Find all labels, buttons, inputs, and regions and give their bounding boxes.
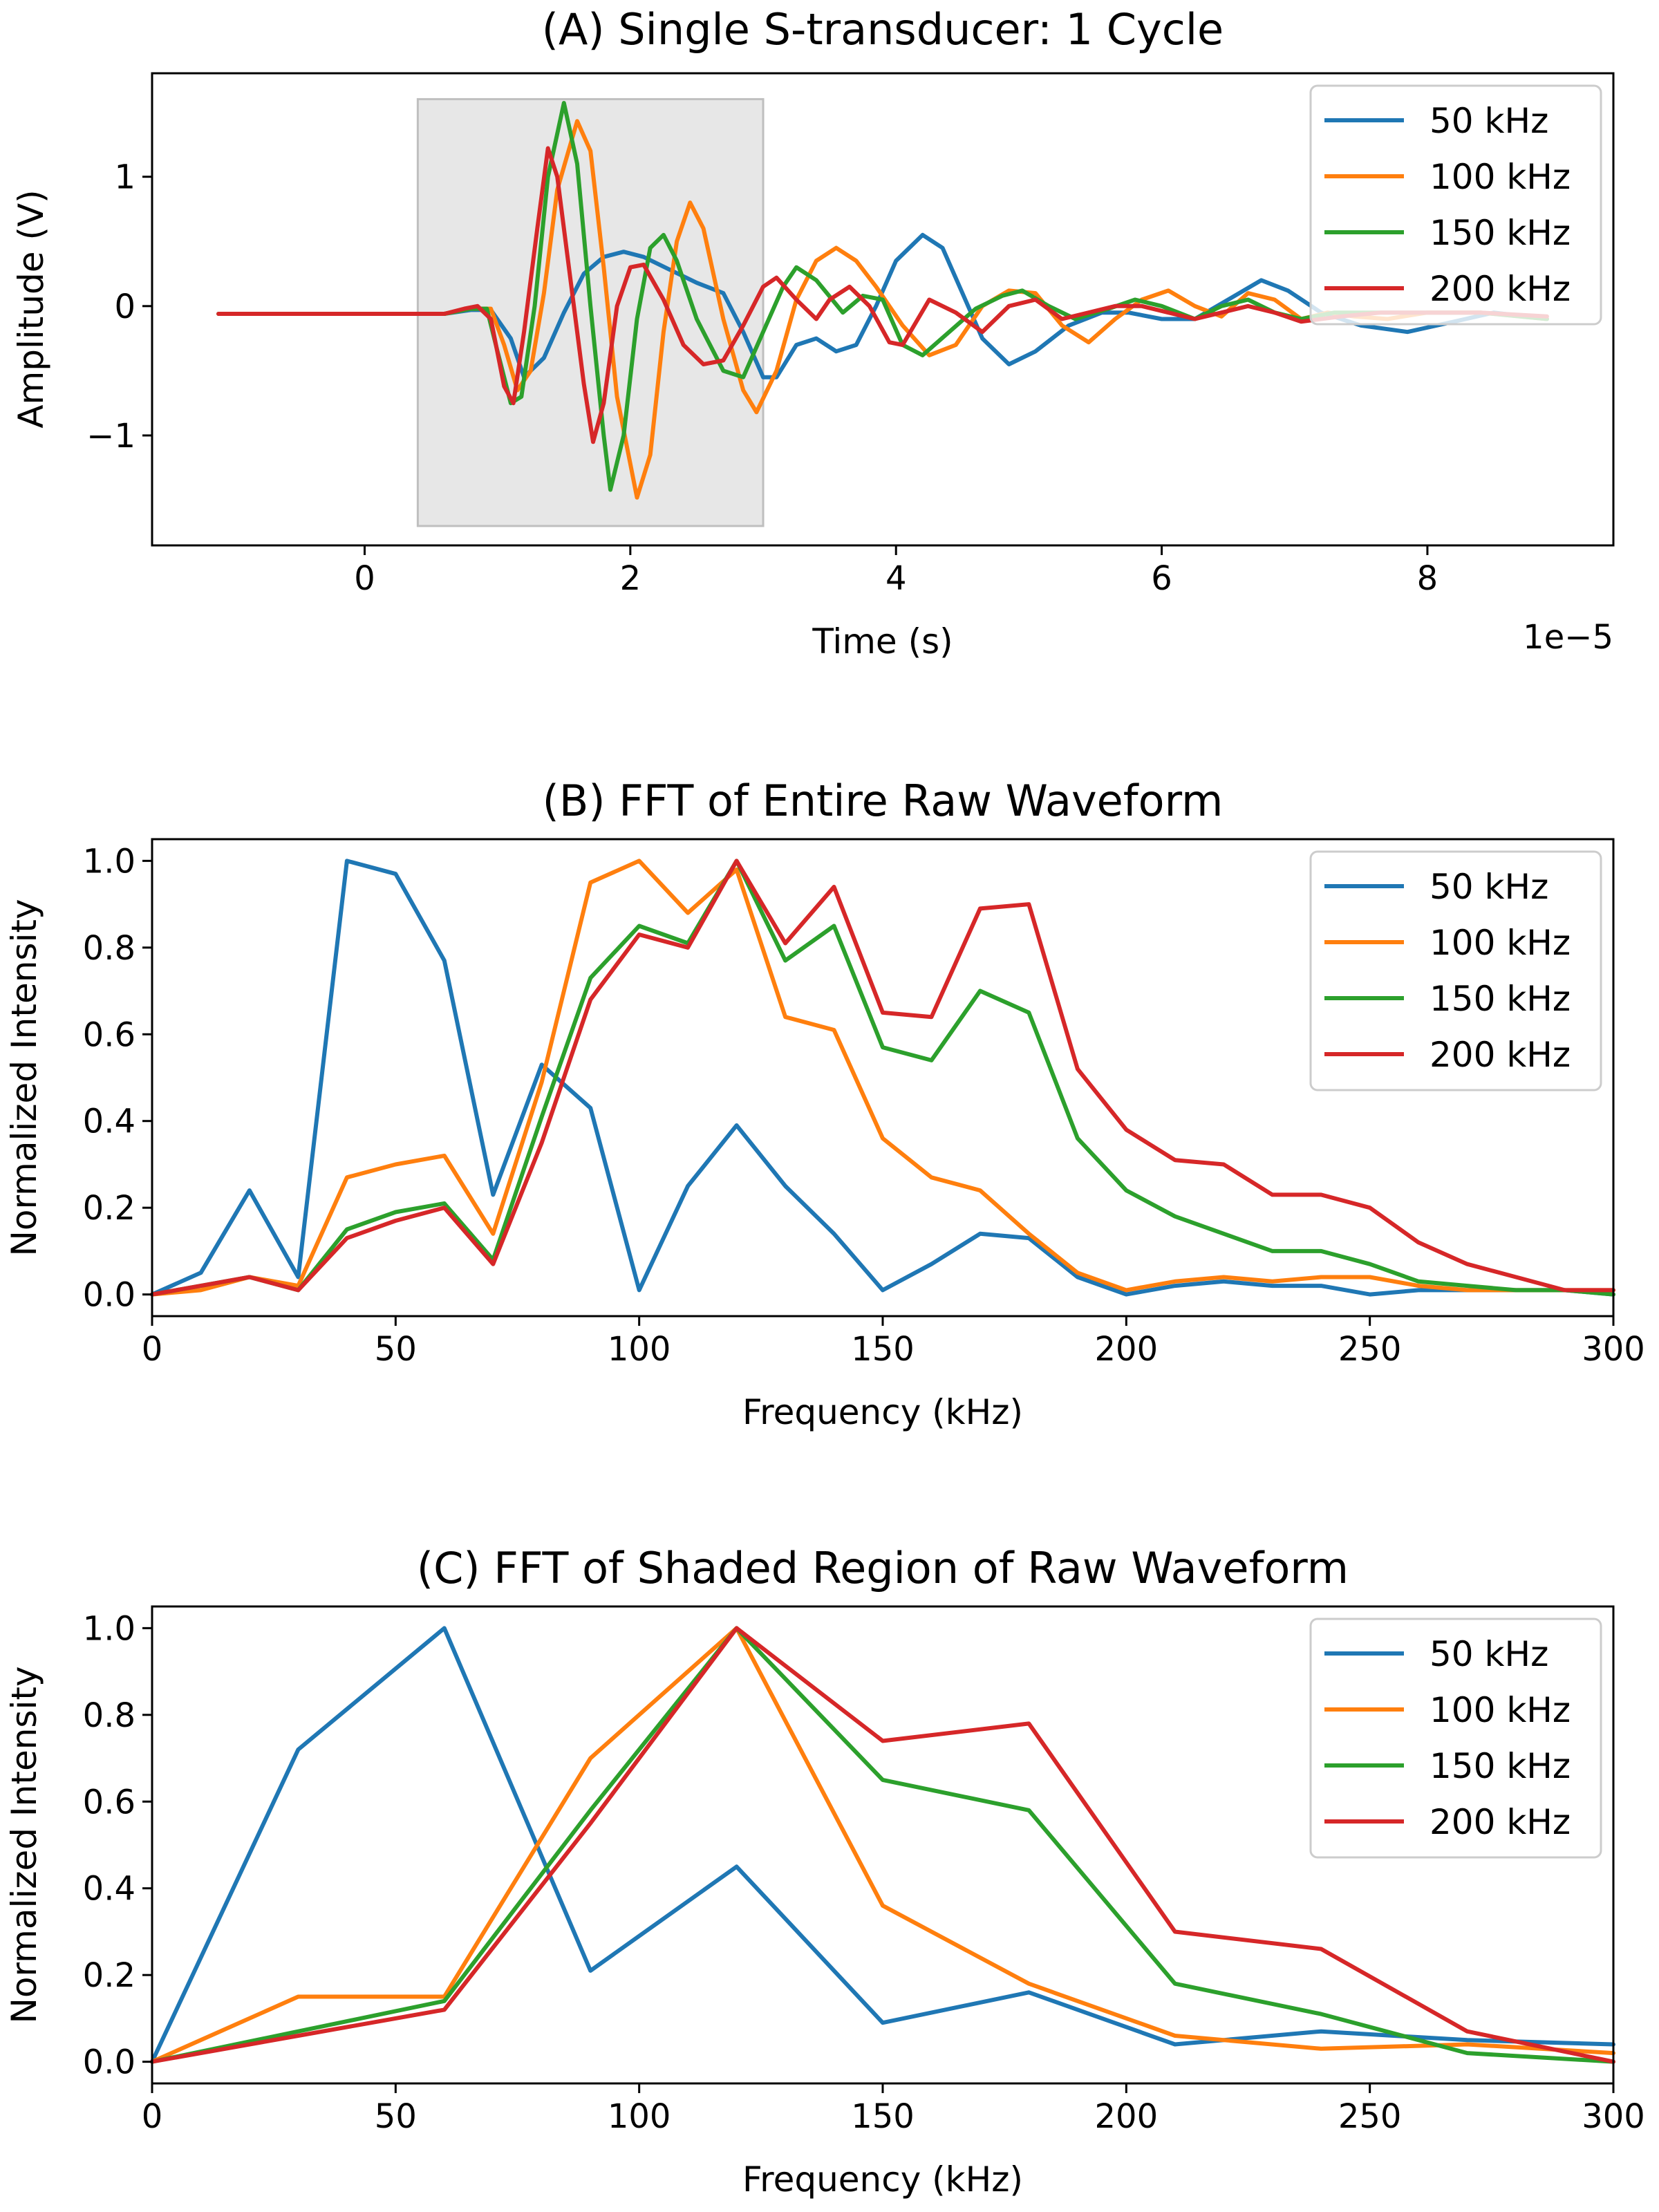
panel-b-title: (B) FFT of Entire Raw Waveform xyxy=(543,776,1224,826)
series-line-150-khz xyxy=(150,859,1615,1297)
legend-box xyxy=(1309,850,1602,1091)
x-tick-label: 250 xyxy=(1338,1330,1402,1369)
x-tick-label: 100 xyxy=(608,1330,671,1369)
panel-b-y-ticks: 0.0 0.2 0.4 0.6 0.8 1.0 xyxy=(83,842,152,1315)
series-line-100-khz xyxy=(150,1626,1615,2064)
panel-a-x-ticks: 0 2 4 6 8 xyxy=(354,545,1438,598)
panel-b-x-ticks: 0 50 100 150 200 250 300 xyxy=(142,1316,1645,1369)
x-tick-label: 0 xyxy=(142,1330,163,1369)
legend-label: 50 kHz xyxy=(1430,101,1548,141)
x-tick-label: 200 xyxy=(1095,1330,1159,1369)
series-line-50-khz xyxy=(216,232,1549,379)
x-tick-label: 50 xyxy=(375,2097,417,2136)
x-tick-label: 150 xyxy=(851,1330,915,1369)
panel-a-ylabel: Amplitude (V) xyxy=(11,189,51,428)
y-tick-label: 1.0 xyxy=(83,842,135,881)
x-tick-label: 4 xyxy=(885,559,907,598)
legend-label: 100 kHz xyxy=(1430,923,1571,963)
panel-a-frame xyxy=(151,72,1615,547)
panel-b-series xyxy=(150,859,1615,1297)
legend-box xyxy=(1309,84,1602,326)
panel-c-ylabel: Normalized Intensity xyxy=(4,1666,44,2023)
panel-b-ylabel: Normalized Intensity xyxy=(4,899,44,1256)
y-tick-label: 0.4 xyxy=(83,1103,135,1141)
x-tick-label: 0 xyxy=(354,559,375,598)
x-tick-label: 8 xyxy=(1417,559,1438,598)
panel-a-series xyxy=(216,101,1549,500)
y-tick-label: 0.0 xyxy=(83,2043,135,2082)
y-tick-label: 0.8 xyxy=(83,929,135,968)
x-tick-label: 6 xyxy=(1151,559,1172,598)
panel-c-x-ticks: 0 50 100 150 200 250 300 xyxy=(142,2083,1645,2136)
legend-label: 150 kHz xyxy=(1430,979,1571,1019)
y-tick-label: 0.2 xyxy=(83,1189,135,1228)
panel-a-waveform: 0 2 4 6 8 −1 0 1 (A) Single S-transducer: 1 Cy… xyxy=(11,4,1615,662)
x-tick-label: 300 xyxy=(1582,1330,1645,1369)
panel-b-legend: 50 kHz 100 kHz 150 kHz 200 kHz xyxy=(1309,850,1602,1091)
series-line-200-khz xyxy=(150,859,1615,1297)
y-tick-label: −1 xyxy=(86,417,135,456)
legend-label: 200 kHz xyxy=(1430,1802,1571,1842)
panel-b-fft-entire: 0 50 100 150 200 250 300 0.0 0.2 0.4 0.6 0.8 1.0 (B… xyxy=(4,776,1645,1432)
y-tick-label: 0.6 xyxy=(83,1015,135,1054)
panel-c-legend: 50 kHz 100 kHz 150 kHz 200 kHz xyxy=(1309,1618,1602,1859)
panel-a-x-offset: 1e−5 xyxy=(1523,618,1613,657)
x-tick-label: 300 xyxy=(1582,2097,1645,2136)
series-line-50-khz xyxy=(150,1626,1615,2064)
legend-box xyxy=(1309,1618,1602,1859)
panel-c-fft-shaded: 0 50 100 150 200 250 300 0.0 0.2 0.4 0.6 0.8 1.0 (C… xyxy=(4,1543,1645,2200)
series-line-150-khz xyxy=(216,101,1549,492)
legend-label: 200 kHz xyxy=(1430,1035,1571,1075)
series-line-50-khz xyxy=(150,859,1615,1297)
y-tick-label: 0.2 xyxy=(83,1956,135,1995)
panel-c-y-ticks: 0.0 0.2 0.4 0.6 0.8 1.0 xyxy=(83,1609,152,2082)
legend-label: 100 kHz xyxy=(1430,1690,1571,1730)
legend-label: 50 kHz xyxy=(1430,1634,1548,1674)
x-tick-label: 50 xyxy=(375,1330,417,1369)
x-tick-label: 200 xyxy=(1095,2097,1159,2136)
y-tick-label: 1.0 xyxy=(83,1609,135,1648)
panel-c-xlabel: Frequency (kHz) xyxy=(742,2159,1023,2200)
x-tick-label: 100 xyxy=(608,2097,671,2136)
legend-label: 150 kHz xyxy=(1430,213,1571,253)
y-tick-label: 1 xyxy=(114,158,135,197)
x-tick-label: 150 xyxy=(851,2097,915,2136)
panel-c-title: (C) FFT of Shaded Region of Raw Waveform xyxy=(417,1543,1349,1593)
y-tick-label: 0.4 xyxy=(83,1870,135,1909)
panel-a-xlabel: Time (s) xyxy=(812,621,953,662)
x-tick-label: 2 xyxy=(620,559,641,598)
y-tick-label: 0.8 xyxy=(83,1696,135,1735)
panel-b-xlabel: Frequency (kHz) xyxy=(742,1392,1023,1432)
y-tick-label: 0.0 xyxy=(83,1276,135,1315)
y-tick-label: 0.6 xyxy=(83,1783,135,1821)
legend-label: 100 kHz xyxy=(1430,157,1571,197)
panel-a-y-ticks: −1 0 1 xyxy=(86,158,152,456)
legend-label: 50 kHz xyxy=(1430,867,1548,907)
series-line-150-khz xyxy=(150,1626,1615,2064)
x-tick-label: 0 xyxy=(142,2097,163,2136)
series-line-200-khz xyxy=(150,1626,1615,2064)
legend-label: 150 kHz xyxy=(1430,1746,1571,1786)
panel-a-legend: 50 kHz 100 kHz 150 kHz 200 kHz xyxy=(1309,84,1602,326)
x-tick-label: 250 xyxy=(1338,2097,1402,2136)
legend-label: 200 kHz xyxy=(1430,269,1571,309)
panel-c-series xyxy=(150,1626,1615,2064)
panel-a-title: (A) Single S-transducer: 1 Cycle xyxy=(542,4,1224,55)
series-line-200-khz xyxy=(216,146,1549,444)
series-line-100-khz xyxy=(150,859,1615,1297)
y-tick-label: 0 xyxy=(114,288,135,326)
